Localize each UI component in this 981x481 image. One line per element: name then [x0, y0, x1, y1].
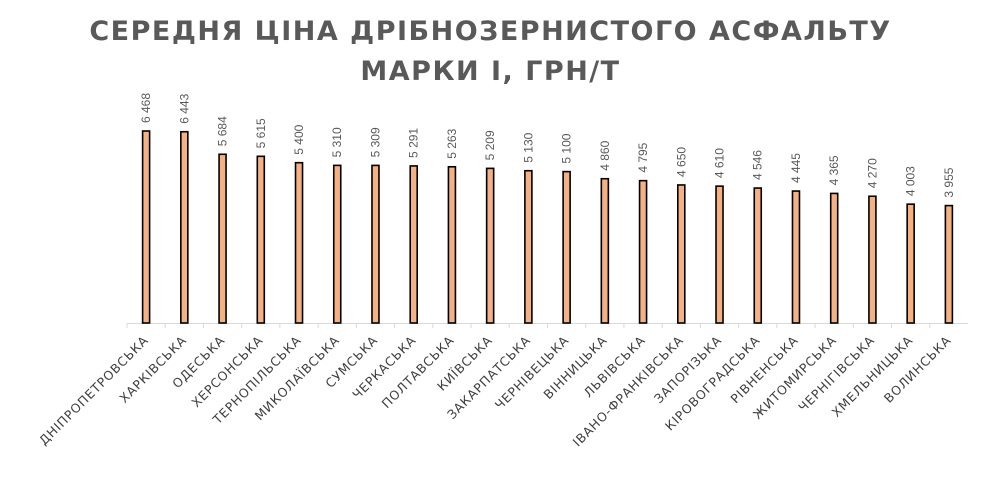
value-label-20: 4 270: [865, 158, 879, 188]
value-label-19: 4 365: [827, 155, 841, 185]
value-label-2: 6 443: [177, 93, 191, 123]
value-label-7: 5 309: [368, 127, 382, 157]
value-label-4: 5 615: [254, 118, 268, 148]
value-label-3: 5 684: [216, 116, 230, 146]
value-label-11: 5 130: [521, 132, 535, 162]
bar-15: [676, 184, 686, 324]
bar-17: [753, 187, 763, 324]
bar-13: [600, 177, 610, 324]
value-label-13: 4 860: [598, 140, 612, 170]
value-label-9: 5 263: [445, 128, 459, 158]
value-label-1: 6 468: [139, 93, 153, 123]
value-label-6: 5 310: [330, 127, 344, 157]
value-label-12: 5 100: [560, 133, 574, 163]
bar-3: [218, 153, 227, 324]
bar-21: [906, 203, 915, 324]
value-label-16: 4 610: [713, 148, 727, 178]
value-label-14: 4 795: [636, 142, 650, 172]
bar-22: [944, 204, 954, 324]
bar-10: [485, 167, 495, 324]
category-label-22: ВОЛИНСЬКА: [881, 333, 954, 406]
value-label-10: 5 209: [483, 130, 497, 160]
bar-4: [256, 155, 266, 324]
bar-20: [868, 195, 877, 324]
bar-19: [829, 192, 839, 324]
bar-1: [141, 130, 151, 324]
chart-title-line-1: СЕРЕДНЯ ЦІНА ДРІБНОЗЕРНИСТОГО АСФАЛЬТУ: [89, 16, 892, 47]
bar-18: [791, 190, 801, 324]
value-label-18: 4 445: [789, 153, 803, 183]
bar-16: [715, 185, 724, 324]
bar-6: [332, 164, 342, 324]
value-label-21: 4 003: [904, 166, 918, 196]
chart-title-line-2: МАРКИ І, ГРН/Т: [360, 56, 621, 87]
bar-8: [409, 165, 419, 324]
bar-11: [524, 169, 533, 324]
bar-9: [447, 165, 457, 324]
category-label-2: ХАРКІВСЬКА: [116, 333, 189, 406]
bar-5: [294, 161, 304, 324]
value-label-22: 3 955: [942, 167, 956, 197]
value-label-17: 4 546: [751, 150, 765, 180]
value-label-15: 4 650: [674, 147, 688, 177]
bar-12: [562, 170, 571, 324]
bar-7: [371, 164, 380, 324]
bar-2: [180, 130, 189, 324]
bar-14: [638, 179, 648, 324]
value-label-8: 5 291: [407, 128, 421, 158]
category-label-18: РІВНЕНСЬКА: [727, 333, 801, 407]
value-label-5: 5 400: [292, 124, 306, 154]
category-label-16: ЗАПОРІЗЬКА: [651, 333, 725, 407]
